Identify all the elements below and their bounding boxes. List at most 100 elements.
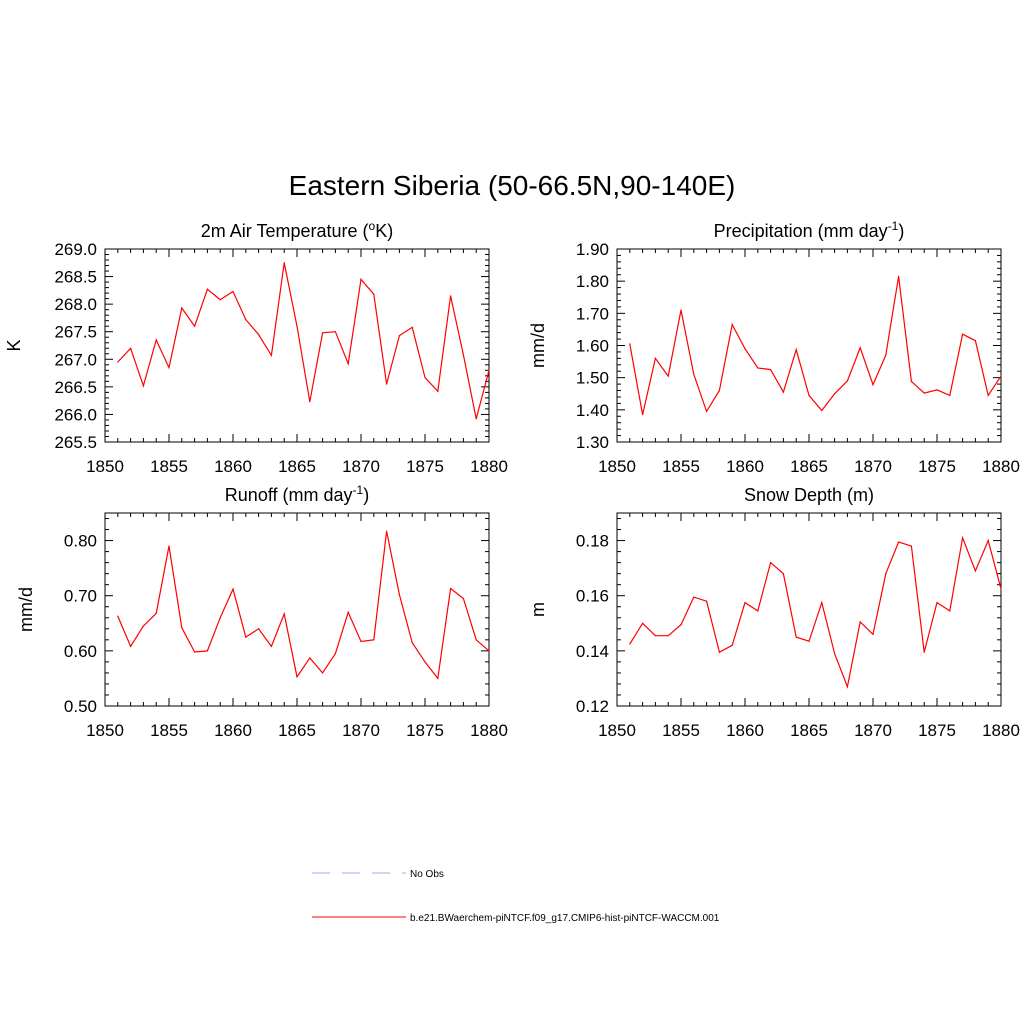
data-point (782, 573, 785, 575)
data-point (872, 633, 874, 635)
data-point (296, 676, 298, 678)
data-point (373, 293, 375, 295)
figure-title: Eastern Siberia (50-66.5N,90-140E) (289, 170, 736, 201)
data-point (194, 651, 196, 653)
y-tick-label: 0.70 (64, 587, 97, 606)
data-point (821, 409, 823, 412)
data-point (245, 318, 247, 321)
data-point (987, 539, 989, 542)
data-point (1000, 375, 1002, 377)
x-tick-label: 1880 (470, 721, 508, 740)
x-tick-label: 1875 (406, 457, 444, 476)
data-point (347, 363, 349, 365)
panel-title: 2m Air Temperature (oK) (201, 219, 393, 241)
data-point (347, 611, 349, 613)
data-point (437, 390, 439, 392)
x-tick-label: 1860 (214, 721, 252, 740)
data-point (654, 357, 657, 359)
data-point (373, 639, 375, 641)
x-tick-label: 1870 (342, 721, 380, 740)
data-point (283, 262, 285, 264)
data-point (910, 545, 913, 547)
data-point (706, 600, 708, 602)
data-point (437, 677, 439, 680)
data-point (949, 610, 951, 612)
data-point (885, 354, 887, 356)
data-point (795, 349, 797, 351)
data-point (949, 394, 951, 396)
data-point (450, 295, 452, 297)
y-tick-label: 266.0 (54, 405, 97, 424)
x-tick-label: 1860 (726, 721, 764, 740)
data-point (322, 332, 324, 334)
data-point (859, 347, 861, 349)
data-point (693, 373, 695, 376)
data-point (885, 573, 887, 575)
data-point (309, 657, 311, 659)
panel-runoff: 1850 1855 1860 1865 1870 1875 1880 0.50 0.60 0.70… (16, 483, 508, 740)
y-axis-label: mm/d (528, 323, 548, 368)
y-tick-label: 267.0 (54, 350, 97, 369)
data-point (130, 347, 132, 349)
y-tick-label: 268.5 (54, 268, 97, 287)
data-point (974, 570, 977, 572)
data-point (834, 653, 836, 655)
x-tick-label: 1865 (278, 721, 316, 740)
data-point (245, 636, 247, 638)
data-point (936, 602, 938, 604)
data-point (142, 385, 144, 387)
data-point (757, 367, 759, 369)
panel-air-temperature: 1850 1855 1860 1865 1870 1875 1880 265.5 266.0 26… (4, 219, 508, 476)
data-point (181, 627, 183, 629)
data-point (642, 414, 644, 416)
legend-label-model: b.e21.BWaerchem-piNTCF.f09_g17.CMIP6-his… (410, 913, 720, 924)
data-point (360, 640, 362, 643)
data-point (795, 636, 797, 638)
data-point (974, 340, 977, 342)
y-tick-label: 267.5 (54, 323, 97, 342)
data-point (923, 651, 925, 653)
y-tick-label: 266.5 (54, 378, 97, 397)
data-point (731, 644, 733, 646)
data-point (859, 621, 861, 623)
data-point (834, 393, 836, 395)
data-point (642, 622, 644, 624)
y-tick-label: 268.0 (54, 295, 97, 314)
data-point (718, 651, 721, 653)
x-tick-label: 1865 (790, 721, 828, 740)
data-point (386, 530, 388, 532)
x-tick-label: 1870 (342, 457, 380, 476)
x-tick-label: 1865 (790, 457, 828, 476)
data-point (731, 323, 733, 326)
data-point (872, 384, 874, 386)
data-point (462, 597, 464, 600)
data-point (181, 307, 183, 309)
data-point (706, 410, 708, 413)
panel-precipitation: 1850 1855 1860 1865 1870 1875 1880 1.30 1.40 1.50… (528, 219, 1020, 476)
x-tick-label: 1855 (662, 457, 700, 476)
x-tick-label: 1855 (662, 721, 700, 740)
data-point (744, 348, 746, 350)
data-point (962, 537, 964, 539)
data-point (322, 672, 324, 674)
data-point (232, 588, 234, 590)
data-point (117, 361, 119, 363)
data-point (923, 392, 925, 394)
plot-frame (104, 248, 490, 443)
data-point (283, 613, 285, 615)
data-point (654, 635, 657, 637)
data-point (910, 380, 913, 383)
y-tick-label: 1.60 (576, 337, 609, 356)
x-tick-label: 1855 (150, 457, 188, 476)
x-tick-label: 1875 (918, 721, 956, 740)
series-line (629, 276, 1002, 415)
data-point (770, 369, 772, 371)
y-tick-label: 0.12 (576, 697, 609, 716)
data-point (258, 333, 260, 336)
data-point (168, 366, 170, 369)
y-tick-label: 0.16 (576, 587, 609, 606)
y-tick-label: 0.60 (64, 642, 97, 661)
data-point (680, 309, 682, 311)
x-tick-label: 1850 (86, 721, 124, 740)
